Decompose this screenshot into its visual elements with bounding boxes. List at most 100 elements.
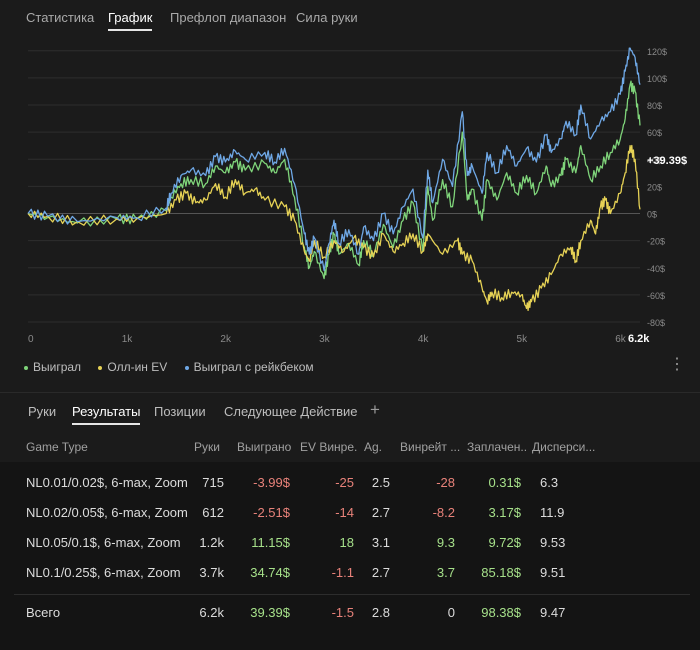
cell-ev-winrate: -1.1 [331, 565, 354, 580]
cell-ev-winrate: -25 [335, 475, 354, 490]
legend-item-won-rakeback[interactable]: Выиграл с рейкбеком [184, 360, 314, 374]
x-tick-label: 6k [615, 334, 627, 345]
x-tick-label: 0 [28, 334, 34, 345]
legend-label-allin-ev: Олл-ин EV [107, 360, 168, 374]
header-game-type[interactable]: Game Type [26, 440, 88, 454]
y-tick-label: 40$ [647, 155, 662, 165]
y-tick-label: 0$ [647, 210, 657, 220]
cell-won: 34.74$ [250, 565, 290, 580]
cell-game-type: NL0.05/0.1$, 6-max, Zoom [26, 535, 181, 550]
chart-svg: 120$ 100$ 80$ 60$ 40$ 20$ 0$ -20$ -40$ -60$ -80$ 0 1… [27, 47, 687, 345]
y-tick-label: 120$ [647, 47, 667, 57]
tab-hands[interactable]: Руки [28, 404, 57, 419]
x-tick-label: 5k [517, 334, 529, 345]
header-dispersion[interactable]: Дисперси... [532, 440, 596, 454]
legend-dot-allin-ev [98, 365, 103, 370]
table-row[interactable]: NL0.05/0.1$, 6-max, Zoom 1.2k 11.15$ 18 … [0, 528, 700, 558]
header-winrate[interactable]: Винрейт ... [400, 440, 460, 454]
top-tab-bar: Статистика График Префлоп диапазон Сила … [0, 0, 700, 34]
table-row[interactable]: NL0.02/0.05$, 6-max, Zoom 612 -2.51$ -14… [0, 498, 700, 528]
total-divider [14, 594, 690, 595]
y-tick-label: -60$ [647, 291, 665, 301]
cell-ev-winrate: -1.5 [331, 605, 354, 620]
legend-label-won: Выиграл [33, 360, 82, 374]
series-line-0 [27, 80, 641, 280]
cell-winrate: 9.3 [436, 535, 455, 550]
y-tick-label: 60$ [647, 128, 662, 138]
tab-hand-strength[interactable]: Сила руки [296, 10, 358, 25]
tab-positions[interactable]: Позиции [154, 404, 206, 419]
y-tick-label: -80$ [647, 318, 665, 328]
cell-paid: 98.38$ [481, 605, 521, 620]
cell-aggression: 2.7 [371, 505, 390, 520]
cell-winrate: -8.2 [432, 505, 455, 520]
legend-label-won-rakeback: Выиграл с рейкбеком [193, 360, 314, 374]
legend-dot-won-rakeback [184, 365, 189, 370]
cell-aggression: 3.1 [371, 535, 390, 550]
header-aggression[interactable]: Ag. [364, 440, 383, 454]
add-tab-icon[interactable]: + [370, 400, 380, 419]
table-header: Game Type Руки Выиграно EV Винре... Ag. … [0, 436, 700, 460]
y-tick-label: -40$ [647, 264, 665, 274]
cell-hands: 3.7k [199, 565, 224, 580]
header-won[interactable]: Выиграно [237, 440, 292, 454]
y-tick-label: 100$ [647, 74, 667, 84]
cell-hands: 612 [202, 505, 224, 520]
cell-ev-winrate: 18 [339, 535, 354, 550]
more-options-icon[interactable]: ⋮ [669, 356, 686, 373]
cell-aggression: 2.5 [371, 475, 390, 490]
cell-dispersion: 6.3 [540, 475, 559, 490]
y-tick-label: -20$ [647, 237, 665, 247]
table-total-row[interactable]: Всего 6.2k 39.39$ -1.5 2.8 0 98.38$ 9.47 [0, 598, 700, 628]
cell-game-type: NL0.01/0.02$, 6-max, Zoom [26, 475, 188, 490]
tab-preflop-range[interactable]: Префлоп диапазон [170, 10, 287, 25]
table-row[interactable]: NL0.1/0.25$, 6-max, Zoom 3.7k 34.74$ -1.… [0, 558, 700, 588]
divider [0, 392, 700, 393]
cell-paid: 85.18$ [481, 565, 521, 580]
cell-won: 11.15$ [251, 535, 290, 550]
cell-total-label: Всего [26, 605, 61, 620]
cell-game-type: NL0.1/0.25$, 6-max, Zoom [26, 565, 181, 580]
x-end-label: 6.2k [628, 333, 650, 345]
x-tick-label: 3k [319, 334, 331, 345]
cell-dispersion: 9.51 [540, 565, 566, 580]
y-tick-label: 20$ [647, 182, 662, 192]
end-value-label: +39.39$ [647, 155, 687, 167]
x-tick-label: 2k [220, 334, 232, 345]
cell-dispersion: 11.9 [540, 505, 565, 520]
chart-legend: Выиграл Олл-ин EV Выиграл с рейкбеком [24, 360, 328, 374]
cell-winrate: 0 [447, 605, 455, 620]
legend-dot-won [24, 365, 28, 370]
series-line-1 [27, 144, 641, 312]
tab-graph[interactable]: График [108, 10, 153, 31]
y-tick-label: 80$ [647, 101, 662, 111]
cell-paid: 0.31$ [488, 475, 521, 490]
sub-tab-bar: Руки Результаты Позиции Следующее Действ… [0, 404, 700, 426]
cell-won: -2.51$ [253, 505, 290, 520]
legend-item-allin-ev[interactable]: Олл-ин EV [98, 360, 167, 374]
tab-statistics[interactable]: Статистика [26, 10, 95, 25]
cell-paid: 9.72$ [488, 535, 521, 550]
results-table-body: NL0.01/0.02$, 6-max, Zoom 715 -3.99$ -25… [0, 462, 700, 650]
header-paid[interactable]: Заплачен... [467, 440, 527, 454]
x-tick-label: 4k [418, 334, 430, 345]
cell-winrate: -28 [436, 475, 455, 490]
cell-aggression: 2.7 [371, 565, 390, 580]
cell-dispersion: 9.47 [540, 605, 566, 620]
header-hands[interactable]: Руки [194, 440, 220, 454]
tab-results[interactable]: Результаты [72, 404, 141, 425]
cell-paid: 3.17$ [488, 505, 521, 520]
cell-hands: 715 [202, 475, 224, 490]
series-line-2 [27, 47, 641, 272]
cell-won: 39.39$ [250, 605, 290, 620]
header-ev-winrate[interactable]: EV Винре... [300, 440, 358, 454]
profit-chart: 120$ 100$ 80$ 60$ 40$ 20$ 0$ -20$ -40$ -60$ -80$ 0 1… [0, 34, 700, 356]
x-tick-label: 1k [122, 334, 134, 345]
cell-aggression: 2.8 [371, 605, 390, 620]
legend-item-won[interactable]: Выиграл [24, 360, 81, 374]
table-row[interactable]: NL0.01/0.02$, 6-max, Zoom 715 -3.99$ -25… [0, 468, 700, 498]
cell-ev-winrate: -14 [335, 505, 354, 520]
cell-hands: 1.2k [199, 535, 224, 550]
tab-next-action[interactable]: Следующее Действие [224, 404, 358, 419]
cell-dispersion: 9.53 [540, 535, 566, 550]
